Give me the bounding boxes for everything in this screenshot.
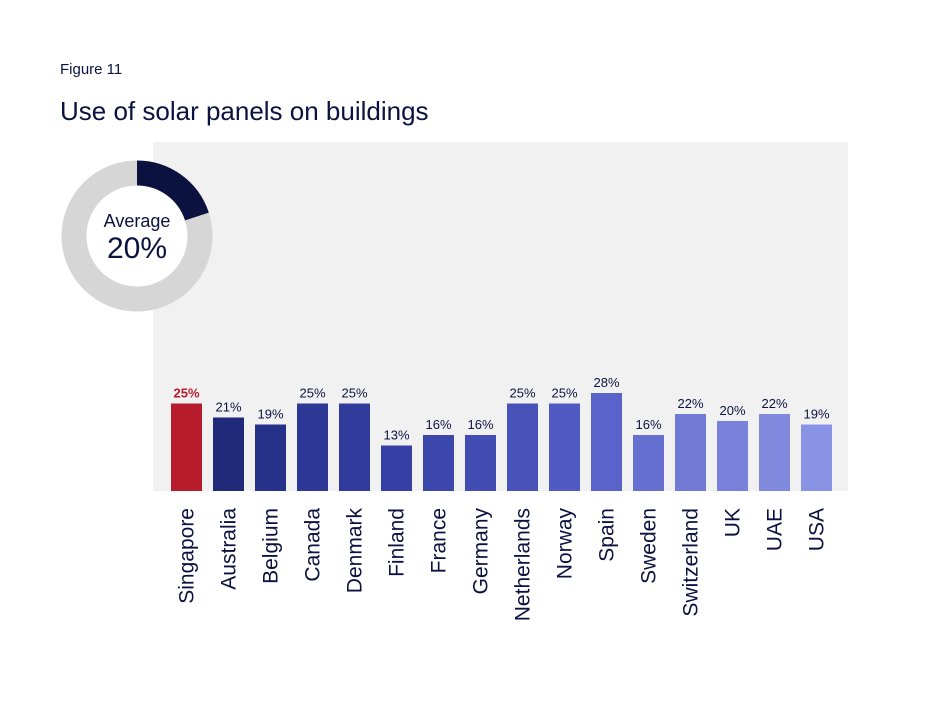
average-value: 20%	[107, 232, 167, 265]
category-label-france: France	[428, 508, 451, 573]
category-label-uk: UK	[722, 508, 745, 537]
value-label-switzerland: 22%	[677, 396, 703, 411]
category-label-spain: Spain	[596, 508, 619, 562]
category-label-finland: Finland	[386, 508, 409, 577]
bar-uae	[759, 414, 790, 491]
category-label-germany: Germany	[470, 508, 493, 595]
bar-singapore	[171, 403, 202, 491]
category-label-uae: UAE	[764, 508, 787, 551]
value-label-germany: 16%	[467, 417, 493, 432]
value-label-netherlands: 25%	[509, 386, 535, 401]
category-labels-group: Singapore Australia Belgium Canada Denmark Fi…	[176, 508, 829, 622]
bar-australia	[213, 417, 244, 491]
bar-norway	[549, 403, 580, 491]
figure-label: Figure 11	[60, 61, 123, 78]
bar-spain	[591, 393, 622, 491]
bar-sweden	[633, 435, 664, 491]
bar-canada	[297, 403, 328, 491]
value-label-belgium: 19%	[257, 407, 283, 422]
value-label-finland: 13%	[383, 428, 409, 443]
value-labels-group: 25% 21% 19% 25% 25% 13% 16% 16% 25% 25% 28% 16% 22% 2…	[173, 375, 829, 443]
bar-finland	[381, 445, 412, 491]
value-label-denmark: 25%	[341, 386, 367, 401]
value-label-uae: 22%	[761, 396, 787, 411]
average-label: Average	[104, 211, 171, 231]
value-label-uk: 20%	[719, 403, 745, 418]
category-label-netherlands: Netherlands	[512, 508, 535, 621]
category-label-denmark: Denmark	[344, 508, 367, 594]
value-label-canada: 25%	[299, 386, 325, 401]
bar-belgium	[255, 424, 286, 491]
value-label-spain: 28%	[593, 375, 619, 390]
category-label-canada: Canada	[302, 508, 325, 582]
category-label-usa: USA	[806, 508, 829, 551]
bar-switzerland	[675, 414, 706, 491]
value-label-france: 16%	[425, 417, 451, 432]
value-label-singapore: 25%	[173, 386, 199, 401]
category-label-australia: Australia	[218, 508, 241, 590]
value-label-sweden: 16%	[635, 417, 661, 432]
bars-group	[171, 393, 832, 491]
bar-denmark	[339, 403, 370, 491]
category-label-singapore: Singapore	[176, 508, 199, 604]
bar-uk	[717, 421, 748, 491]
donut-background	[74, 173, 200, 299]
bar-usa	[801, 424, 832, 491]
average-donut: Average 20%	[61, 160, 213, 312]
bar-france	[423, 435, 454, 491]
value-label-norway: 25%	[551, 386, 577, 401]
category-label-sweden: Sweden	[638, 508, 661, 584]
bar-netherlands	[507, 403, 538, 491]
value-label-australia: 21%	[215, 400, 241, 415]
value-label-usa: 19%	[803, 407, 829, 422]
category-label-switzerland: Switzerland	[680, 508, 703, 617]
category-label-norway: Norway	[554, 508, 577, 580]
donut-average-arc	[136, 160, 209, 221]
category-label-belgium: Belgium	[260, 508, 283, 584]
chart-title: Use of solar panels on buildings	[60, 96, 429, 126]
bar-germany	[465, 435, 496, 491]
